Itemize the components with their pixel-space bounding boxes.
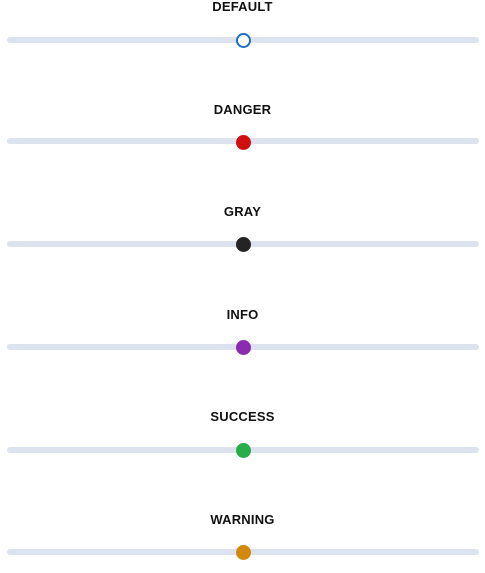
slider-danger: DANGER [0, 103, 485, 163]
slider-label-danger: DANGER [213, 102, 272, 117]
slider-thumb-success[interactable] [235, 443, 251, 458]
slider-warning: WARNING [0, 513, 485, 573]
slider-info: INFO [0, 308, 485, 368]
slider-thumb-info[interactable] [235, 340, 251, 355]
slider-thumb-gray[interactable] [235, 237, 251, 252]
slider-thumb-danger[interactable] [235, 135, 251, 150]
slider-thumb-default[interactable] [235, 33, 251, 48]
slider-label-success: SUCCESS [210, 409, 275, 424]
slider-label-default: DEFAULT [212, 0, 273, 14]
slider-gray: GRAY [0, 205, 485, 265]
slider-label-gray: GRAY [223, 204, 262, 219]
slider-success: SUCCESS [0, 410, 485, 470]
slider-thumb-warning[interactable] [235, 545, 251, 560]
slider-label-warning: WARNING [210, 512, 275, 527]
slider-label-info: INFO [226, 307, 259, 322]
slider-default: DEFAULT [0, 0, 485, 60]
